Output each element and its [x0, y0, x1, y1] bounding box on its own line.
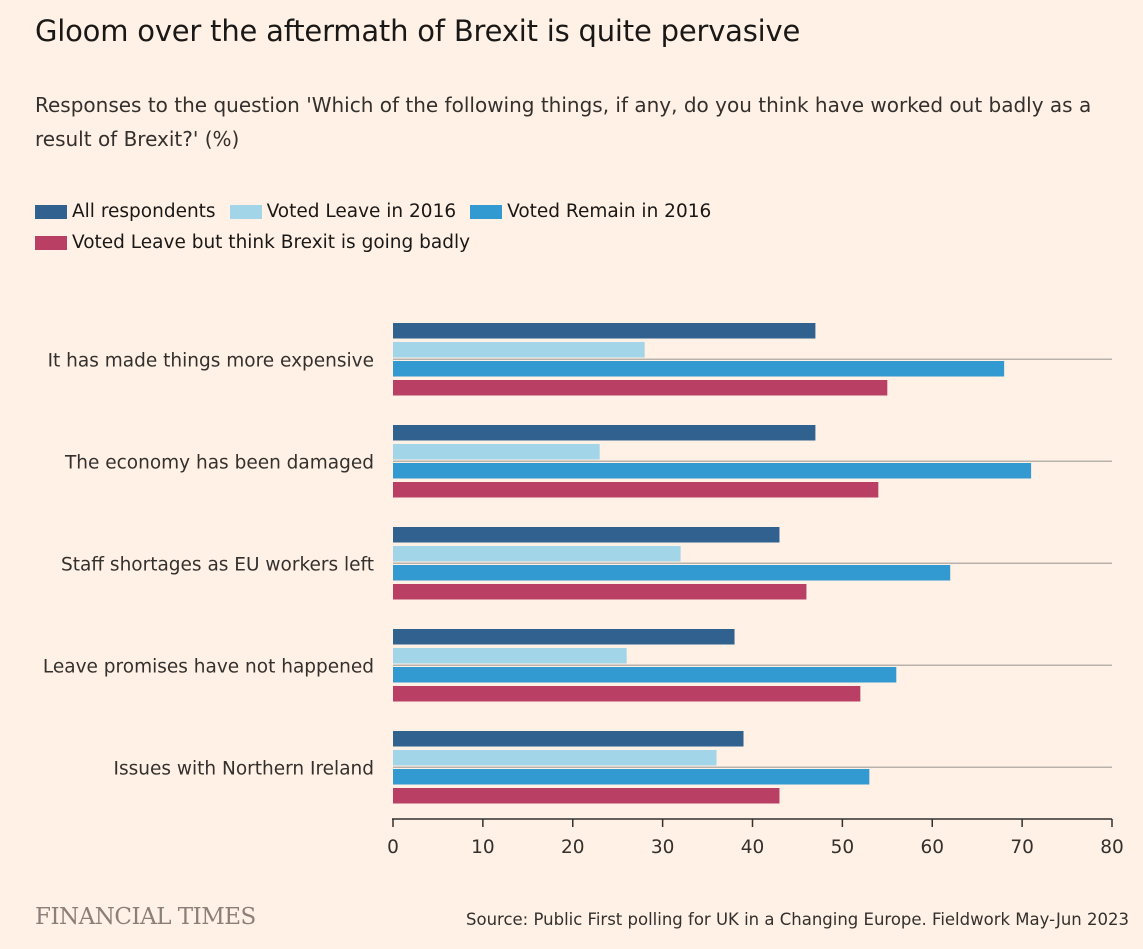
x-tick-label-80: 80 — [1100, 837, 1124, 858]
legend-swatch-all-respondents — [35, 204, 67, 219]
chart-subtitle: Responses to the question 'Which of the … — [35, 93, 1092, 151]
bar-voted-leave-in-2016-staff-shortages-as-eu-workers-left — [393, 546, 681, 562]
ft-logo: FINANCIAL TIMES — [35, 904, 256, 930]
bar-voted-remain-in-2016-issues-with-northern-ireland — [393, 769, 870, 785]
bar-voted-remain-in-2016-staff-shortages-as-eu-workers-left — [393, 565, 951, 581]
category-label-staff-shortages-as-eu-workers-left: Staff shortages as EU workers left — [61, 554, 374, 575]
bar-voted-leave-but-think-brexit-is-going-badly-it-has-made-things-more-expensive — [393, 380, 888, 396]
bar-all-respondents-issues-with-northern-ireland — [393, 731, 744, 747]
bar-voted-leave-in-2016-issues-with-northern-ireland — [393, 750, 717, 766]
bar-all-respondents-it-has-made-things-more-expensive — [393, 323, 816, 339]
bar-all-respondents-the-economy-has-been-damaged — [393, 425, 816, 441]
x-tick-label-50: 50 — [831, 837, 855, 858]
legend-swatch-voted-remain — [470, 204, 503, 219]
bar-voted-remain-in-2016-it-has-made-things-more-expensive — [393, 361, 1005, 377]
legend-label-all-respondents: All respondents — [72, 201, 216, 222]
legend-label-voted-remain: Voted Remain in 2016 — [507, 201, 712, 222]
bar-voted-leave-in-2016-leave-promises-have-not-happened — [393, 648, 627, 664]
x-tick-label-0: 0 — [387, 837, 399, 858]
bar-voted-remain-in-2016-leave-promises-have-not-happened — [393, 667, 897, 683]
legend-swatch-voted-leave — [229, 204, 262, 219]
x-tick-label-40: 40 — [741, 837, 765, 858]
bar-voted-leave-but-think-brexit-is-going-badly-the-economy-has-been-damaged — [393, 482, 879, 498]
legend-label-voted-leave: Voted Leave in 2016 — [266, 201, 457, 222]
legend: All respondents Voted Leave in 2016 Vote… — [35, 199, 835, 255]
bar-voted-leave-but-think-brexit-is-going-badly-leave-promises-have-not-happened — [393, 686, 861, 702]
category-label-issues-with-northern-ireland: Issues with Northern Ireland — [114, 758, 374, 779]
x-tick-label-20: 20 — [561, 837, 585, 858]
legend-label-leave-going-badly: Voted Leave but think Brexit is going ba… — [72, 232, 471, 253]
legend-item-leave-going-badly: Voted Leave but think Brexit is going ba… — [35, 230, 470, 255]
bar-chart: It has made things more expensive The eco… — [43, 323, 1124, 858]
bar-all-respondents-leave-promises-have-not-happened — [393, 629, 735, 645]
legend-item-voted-remain: Voted Remain in 2016 — [470, 199, 711, 224]
x-tick-label-10: 10 — [471, 837, 495, 858]
bar-voted-leave-but-think-brexit-is-going-badly-issues-with-northern-ireland — [393, 788, 780, 804]
category-label-it-has-made-things-more-expensive: It has made things more expensive — [48, 350, 374, 371]
bar-voted-leave-in-2016-it-has-made-things-more-expensive — [393, 342, 645, 358]
category-label-leave-promises-have-not-happened: Leave promises have not happened — [43, 656, 374, 677]
bar-voted-leave-but-think-brexit-is-going-badly-staff-shortages-as-eu-workers-left — [393, 584, 807, 600]
bar-voted-leave-in-2016-the-economy-has-been-damaged — [393, 444, 600, 460]
x-tick-label-60: 60 — [920, 837, 944, 858]
chart-title: Gloom over the aftermath of Brexit is qu… — [35, 14, 801, 48]
x-tick-label-70: 70 — [1010, 837, 1034, 858]
legend-item-all-respondents: All respondents — [35, 199, 216, 224]
legend-item-voted-leave: Voted Leave in 2016 — [229, 199, 457, 224]
category-label-the-economy-has-been-damaged: The economy has been damaged — [64, 452, 374, 473]
x-tick-label-30: 30 — [651, 837, 675, 858]
legend-swatch-leave-going-badly — [35, 235, 67, 250]
bar-voted-remain-in-2016-the-economy-has-been-damaged — [393, 463, 1032, 479]
source-note: Source: Public First polling for UK in a… — [466, 910, 1129, 929]
bar-all-respondents-staff-shortages-as-eu-workers-left — [393, 527, 780, 543]
